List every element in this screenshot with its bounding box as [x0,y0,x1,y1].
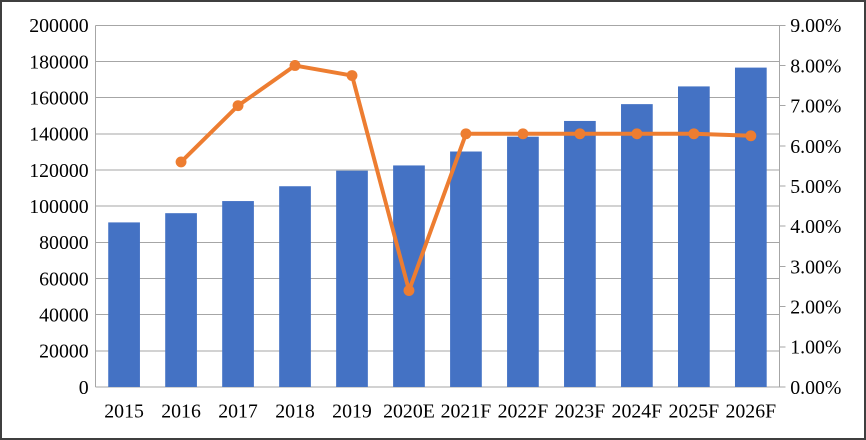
x-axis-label-2026F: 2026F [726,401,777,423]
right-axis-tick-label: 3.00% [790,256,841,278]
point-2025F [688,128,700,140]
bar-2024F [621,104,653,387]
left-axis-tick-label: 0 [79,377,89,399]
right-axis-ticks [779,24,786,388]
right-axis-tick-label: 9.00% [790,15,841,37]
right-axis-tick-label: 0.00% [790,377,841,399]
x-axis-label-2022F: 2022F [498,401,549,423]
point-2017 [232,100,244,112]
right-axis-tick-label: 6.00% [790,136,841,158]
x-axis-label-2017: 2017 [218,401,258,423]
left-axis-labels: 0 20000 40000 60000 80000 100000 120000 140000 1… [29,15,88,399]
gridlines [95,24,780,388]
left-axis-tick-label: 200000 [29,15,88,37]
point-2026F [745,130,757,142]
point-2016 [175,156,187,168]
x-axis-label-2018: 2018 [275,401,315,423]
left-axis-tick-label: 60000 [39,268,89,290]
point-2018 [289,60,301,71]
bar-2023F [564,120,596,387]
bar-2018 [279,186,311,387]
right-axis-labels: 0.00% 1.00% 2.00% 3.00% 4.00% 5.00% 6.00% 7.00%… [790,15,841,399]
bar-series [108,67,767,387]
x-axis-label-2020E: 2020E [383,401,435,423]
point-2021F [460,128,472,140]
bar-2017 [222,201,254,387]
right-axis-tick-label: 2.00% [790,297,841,319]
right-axis-tick-label: 5.00% [790,176,841,198]
left-axis-tick-label: 140000 [29,124,88,146]
left-axis-tick-label: 120000 [29,160,88,182]
right-axis-tick-label: 4.00% [790,216,841,238]
x-axis-labels: 2015 2016 2017 2018 2019 2020E 2021F 2022F 2023F… [104,401,776,423]
left-axis-tick-label: 40000 [39,305,89,327]
point-2022F [517,128,529,140]
right-axis-tick-label: 1.00% [790,337,841,359]
x-axis-label-2024F: 2024F [612,401,663,423]
right-axis-tick-label: 7.00% [790,96,841,118]
point-2019 [346,70,358,81]
left-axis-tick-label: 160000 [29,88,88,110]
x-axis-label-2019: 2019 [332,401,372,423]
right-axis-tick-label: 8.00% [790,55,841,77]
left-axis-tick-label: 20000 [39,341,89,363]
left-axis-tick-label: 180000 [29,51,88,73]
x-axis-label-2016: 2016 [161,401,201,423]
point-2023F [574,128,586,140]
bar-2015 [108,222,140,387]
growth-line-markers [175,60,757,296]
bar-2016 [165,213,197,387]
x-axis-label-2015: 2015 [104,401,144,423]
point-2024F [631,128,643,140]
bar-2026F [734,67,767,387]
x-axis-label-2023F: 2023F [555,401,606,423]
bar-2021F [450,151,482,387]
point-2020E [403,285,415,296]
x-axis-label-2021F: 2021F [441,401,492,423]
left-axis-tick-label: 80000 [39,232,89,254]
bar-2019 [336,170,368,387]
x-axis-label-2025F: 2025F [669,401,720,423]
left-axis-tick-label: 100000 [29,196,88,218]
axis-lines [95,25,780,387]
bar-2020E [393,165,425,387]
bar-2022F [507,136,539,387]
